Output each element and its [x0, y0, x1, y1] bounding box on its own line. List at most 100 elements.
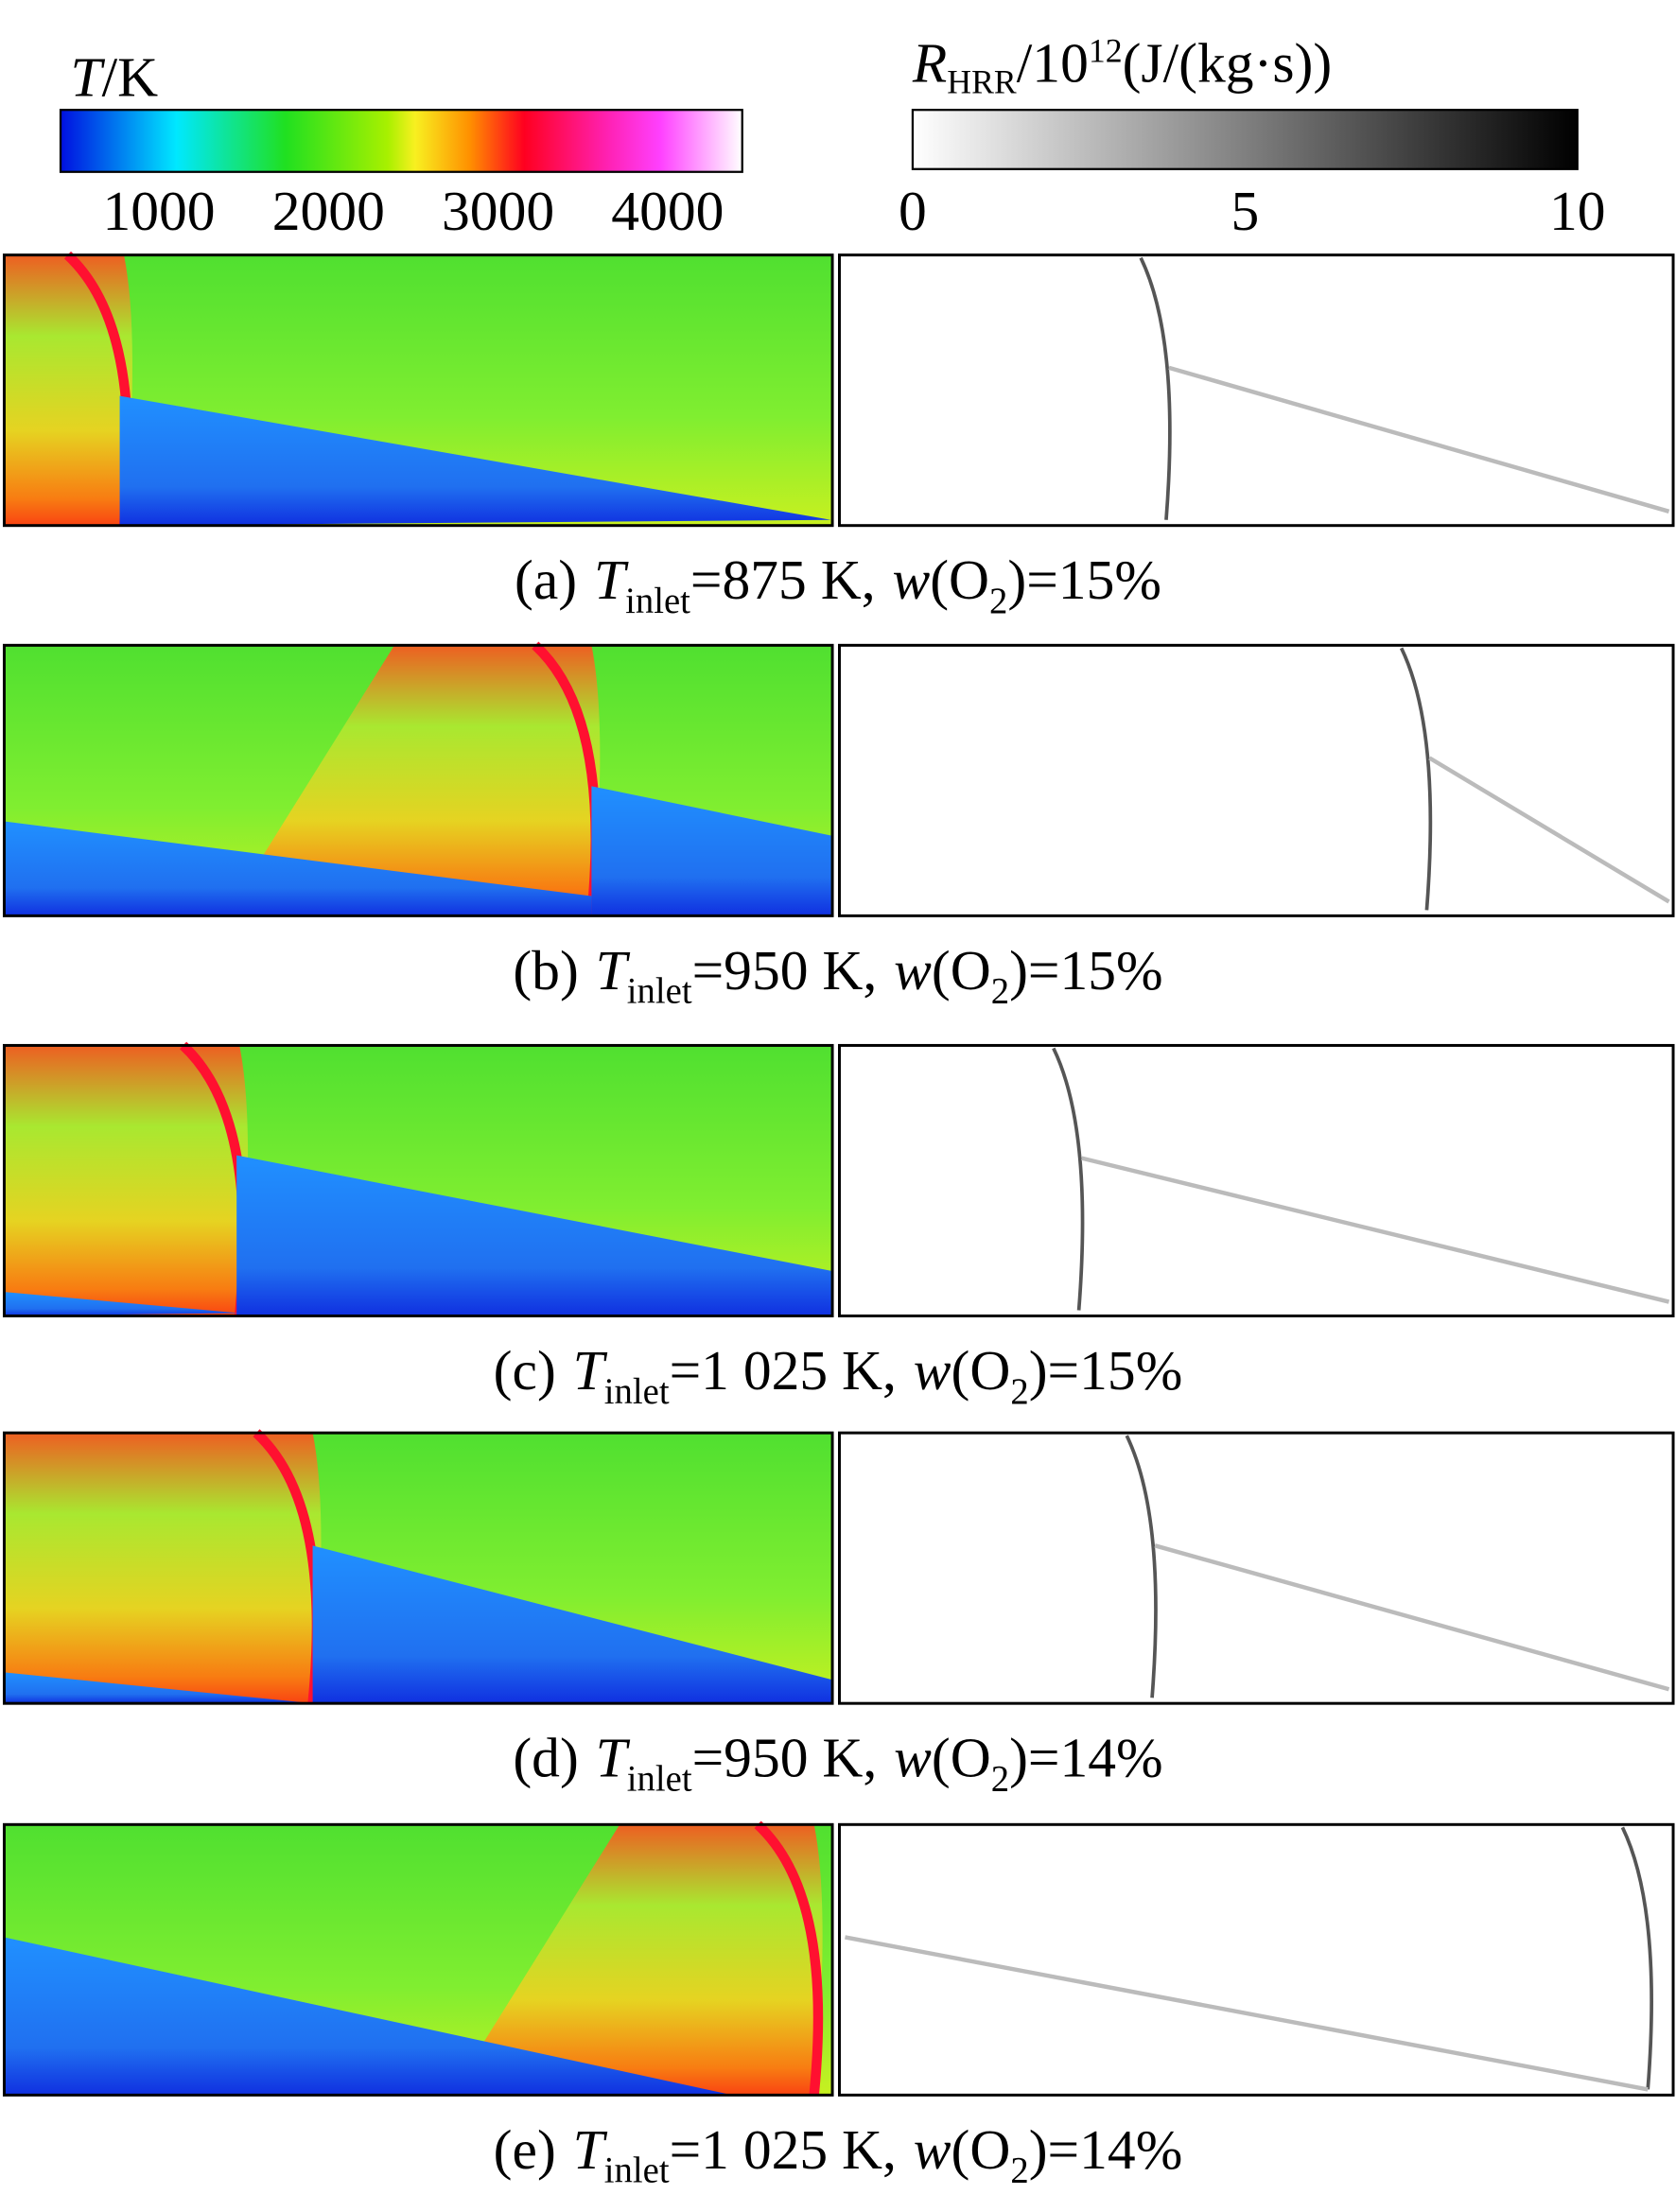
hrr-shear	[1168, 365, 1670, 514]
hrr-field	[838, 1822, 1675, 2097]
panel	[2, 1429, 1675, 1705]
panel-frame	[2, 1431, 834, 1705]
tick-label: 1000	[102, 180, 215, 242]
panel	[2, 1041, 1675, 1317]
caption-var: T	[573, 2118, 608, 2181]
hrr-field	[838, 643, 1675, 917]
hrr-front	[1399, 647, 1433, 911]
caption: (e) Tinlet=1 025 K, w(O2)=14%	[494, 2118, 1183, 2191]
caption: (d) Tinlet=950 K, w(O2)=14%	[513, 1727, 1162, 1800]
caption: (b) Tinlet=950 K, w(O2)=15%	[513, 939, 1162, 1012]
detonation-front	[754, 1820, 824, 2096]
temperature-colorbar	[59, 109, 743, 173]
caption: (c) Tinlet=1 025 K, w(O2)=15%	[494, 1339, 1183, 1412]
sup: 12	[1089, 32, 1123, 70]
burned-region	[4, 254, 132, 526]
caption-value: =950 K,	[692, 939, 878, 1001]
caption-var: w	[894, 1727, 932, 1789]
var: R	[912, 31, 947, 94]
caption-label: (d)	[513, 1727, 578, 1789]
caption-value: =950 K,	[692, 1727, 878, 1789]
panel	[2, 251, 1675, 528]
caption-sub: 2	[1010, 2151, 1028, 2191]
caption-var: T	[596, 939, 631, 1001]
hrr-front	[1620, 1826, 1653, 2090]
panel-frame	[2, 1043, 834, 1317]
tick-label: 0	[899, 180, 927, 242]
caption-var: w	[914, 2118, 951, 2181]
caption-value: =1 025 K,	[670, 2118, 897, 2181]
hrr-front	[1052, 1047, 1085, 1311]
caption-label: (b)	[513, 939, 578, 1001]
hrr-shear	[845, 1935, 1649, 2092]
tick-label: 5	[1231, 180, 1259, 242]
var: T	[70, 45, 105, 108]
caption-text: (O	[930, 549, 989, 611]
caption-text: )=15%	[1009, 939, 1163, 1001]
hrr-front	[1139, 256, 1172, 520]
caption-text: (O	[932, 939, 991, 1001]
hrr-shear	[1428, 756, 1670, 904]
caption-sub: inlet	[627, 971, 692, 1012]
caption-sub: 2	[1010, 1371, 1028, 1412]
hrr-colorbar	[911, 109, 1579, 170]
tick-label: 10	[1549, 180, 1606, 242]
caption-var: w	[894, 939, 932, 1001]
caption-sub: inlet	[604, 1371, 670, 1412]
caption-sub: 2	[991, 1759, 1009, 1800]
caption-text: )=14%	[1029, 2118, 1183, 2181]
caption-text: )=15%	[1007, 549, 1161, 611]
hrr-field	[838, 253, 1675, 528]
hrr-field	[838, 1043, 1675, 1317]
unburned-region	[591, 786, 831, 916]
tick-label: 4000	[611, 180, 724, 242]
caption-label: (a)	[515, 549, 577, 611]
unburned-region	[312, 1545, 831, 1704]
caption-var: w	[914, 1339, 951, 1402]
unburned-region	[4, 1937, 733, 2096]
caption-text: )=15%	[1029, 1339, 1183, 1402]
hrr-shear	[1081, 1156, 1670, 1304]
caption-label: (c)	[494, 1339, 556, 1402]
caption-sub: 2	[989, 581, 1007, 621]
unburned-region	[4, 1292, 240, 1316]
caption-sub: 2	[991, 971, 1009, 1012]
unburned-region	[4, 821, 592, 916]
hrr-shear	[1154, 1543, 1670, 1692]
tick-label: 2000	[272, 180, 385, 242]
caption: (a) Tinlet=875 K, w(O2)=15%	[515, 549, 1161, 621]
sub: HRR	[947, 62, 1017, 100]
caption-var: w	[892, 549, 930, 611]
caption-sub: inlet	[627, 1759, 692, 1800]
caption-text: )=14%	[1009, 1727, 1163, 1789]
unburned-region	[236, 1155, 831, 1316]
unit: (J/(kg·s))	[1123, 31, 1333, 94]
burned-region	[4, 1433, 322, 1704]
caption-var: T	[573, 1339, 608, 1402]
panel	[2, 641, 1675, 917]
caption-text: (O	[951, 2118, 1011, 2181]
caption-label: (e)	[494, 2118, 556, 2181]
colorbar-label: RHRR/1012(J/(kg·s))	[912, 31, 1332, 100]
caption-text: (O	[951, 1339, 1011, 1402]
burned-region	[4, 1045, 249, 1316]
caption-value: =1 025 K,	[670, 1339, 897, 1402]
panel	[2, 1820, 1675, 2097]
panel-frame	[2, 643, 834, 917]
colorbar-label: T/K	[70, 45, 158, 108]
burned-region	[4, 645, 601, 916]
caption-var: T	[596, 1727, 631, 1789]
burned-region	[4, 1824, 823, 2096]
hrr-front	[1125, 1435, 1158, 1698]
caption-sub: inlet	[604, 2151, 670, 2191]
unburned-region	[119, 395, 831, 526]
tick-label: 3000	[442, 180, 554, 242]
caption-sub: inlet	[625, 581, 690, 621]
unit: /10	[1017, 31, 1089, 94]
panel-frame	[2, 1822, 834, 2097]
caption-var: T	[594, 549, 629, 611]
panel-frame	[2, 253, 834, 528]
hrr-field	[838, 1431, 1675, 1705]
